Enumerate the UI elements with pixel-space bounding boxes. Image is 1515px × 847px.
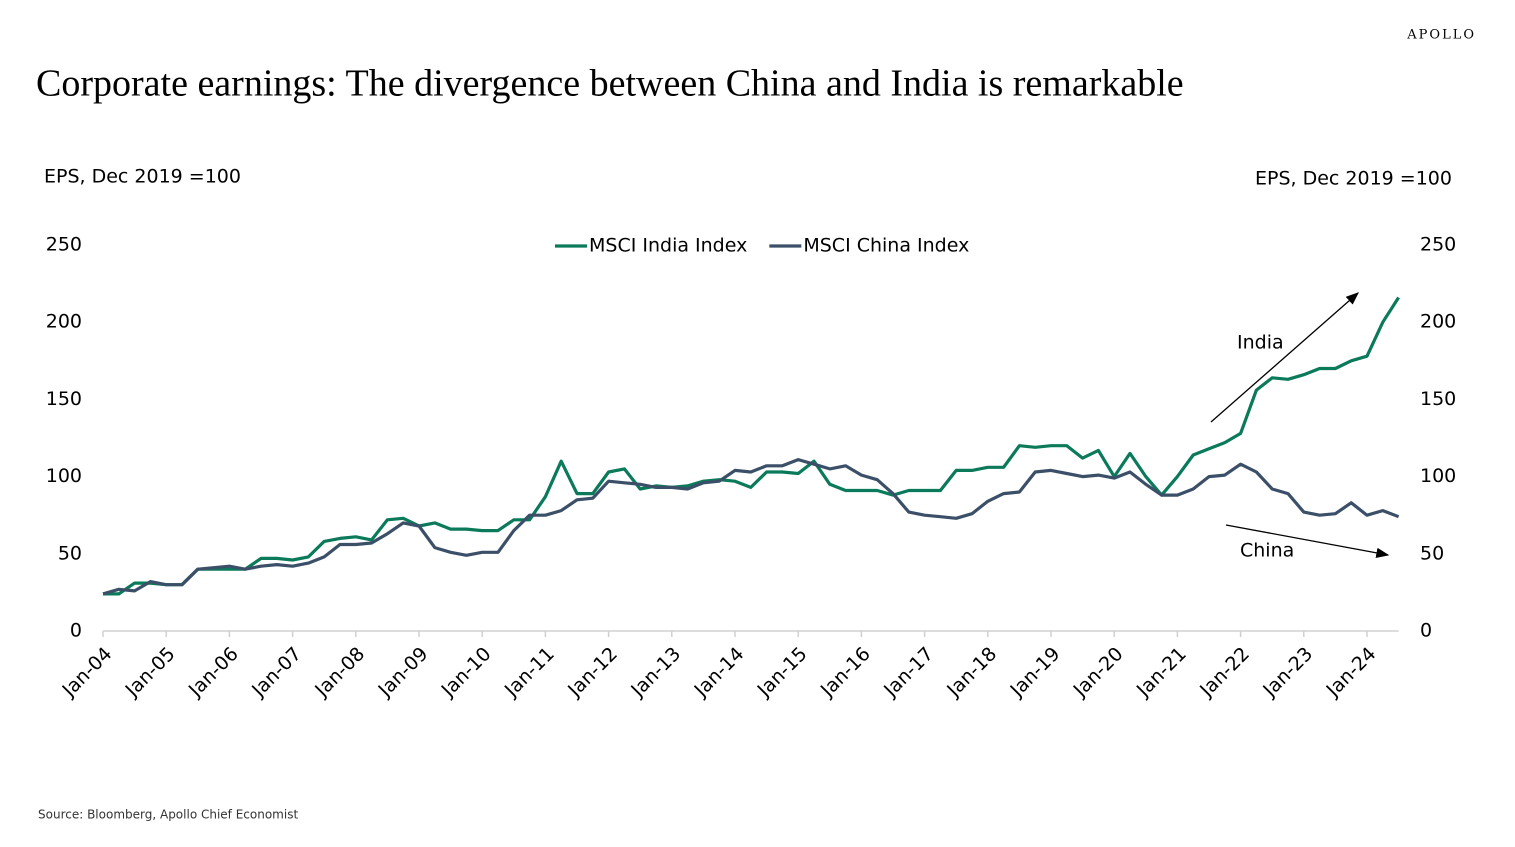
x-tick-label: Jan-07 bbox=[247, 643, 306, 702]
y-tick-label: 50 bbox=[58, 542, 82, 564]
x-tick-label: Jan-09 bbox=[374, 643, 433, 702]
y-tick-label: 150 bbox=[46, 388, 82, 410]
data-line bbox=[102, 458, 1400, 596]
y-axis-label: EPS, Dec 2019 =100 bbox=[44, 166, 241, 188]
x-tick-label: Jan-12 bbox=[563, 643, 622, 702]
x-tick-label: Jan-04 bbox=[58, 643, 117, 702]
x-tick-label: Jan-24 bbox=[1322, 643, 1381, 702]
y2-tick-label: 100 bbox=[1420, 465, 1456, 487]
china-arrow bbox=[1225, 524, 1390, 558]
x-tick-label: Jan-05 bbox=[121, 643, 180, 702]
x-tick-label: Jan-10 bbox=[437, 643, 496, 702]
y2-tick-label: 200 bbox=[1420, 311, 1456, 333]
x-tick-label: Jan-19 bbox=[1006, 643, 1065, 702]
y-tick-label: 0 bbox=[70, 620, 82, 642]
x-tick-label: Jan-18 bbox=[942, 643, 1001, 702]
data-line bbox=[103, 296, 1400, 596]
y-tick-label: 250 bbox=[46, 234, 82, 256]
y-tick-label: 200 bbox=[46, 311, 82, 333]
y2-tick-label: 250 bbox=[1420, 234, 1456, 256]
x-tick-label: Jan-17 bbox=[879, 643, 938, 702]
x-tick-label: Jan-08 bbox=[310, 643, 369, 702]
x-tick-label: Jan-15 bbox=[753, 643, 812, 702]
chart-title: Corporate earnings: The divergence betwe… bbox=[36, 63, 1184, 105]
annotation: India bbox=[1237, 332, 1284, 354]
annotation: China bbox=[1240, 540, 1294, 562]
y-tick-label: 100 bbox=[46, 465, 82, 487]
x-tick-label: Jan-16 bbox=[816, 643, 875, 702]
x-tick-label: Jan-06 bbox=[184, 643, 243, 702]
x-tick-label: Jan-21 bbox=[1132, 643, 1191, 702]
india-arrow bbox=[1210, 292, 1359, 423]
legend-label: MSCI China Index bbox=[803, 235, 969, 257]
y2-axis-label: EPS, Dec 2019 =100 bbox=[1255, 168, 1452, 190]
x-tick-label: Jan-20 bbox=[1069, 643, 1128, 702]
x-tick-label: Jan-22 bbox=[1195, 643, 1254, 702]
x-tick-label: Jan-14 bbox=[690, 643, 749, 702]
legend-label: MSCI India Index bbox=[589, 235, 747, 257]
brand: APOLLO bbox=[1406, 28, 1476, 43]
y2-tick-label: 50 bbox=[1420, 542, 1444, 564]
y2-tick-label: 150 bbox=[1420, 388, 1456, 410]
x-tick-label: Jan-11 bbox=[500, 643, 559, 702]
x-tick-label: Jan-23 bbox=[1258, 643, 1317, 702]
source: Source: Bloomberg, Apollo Chief Economis… bbox=[38, 808, 298, 822]
x-tick-label: Jan-13 bbox=[626, 643, 685, 702]
y2-tick-label: 0 bbox=[1420, 620, 1432, 642]
